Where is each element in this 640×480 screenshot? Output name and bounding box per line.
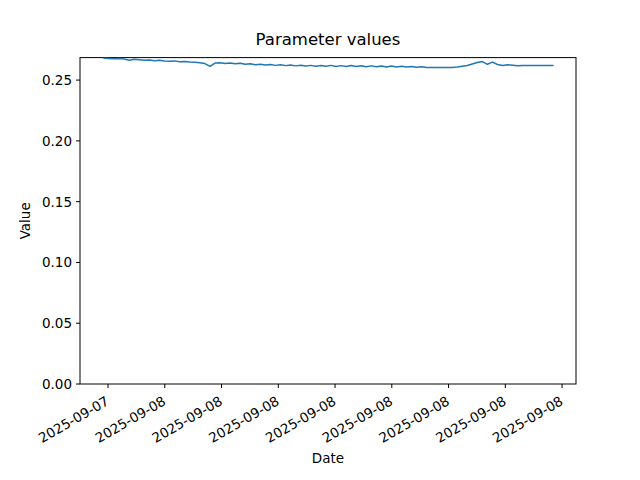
x-axis-ticks: 2025-09-072025-09-082025-09-082025-09-08… bbox=[36, 384, 566, 446]
y-axis-ticks: 0.00 0.05 0.10 0.15 0.20 0.25 bbox=[42, 72, 80, 392]
series-line bbox=[104, 58, 553, 67]
plot-area bbox=[80, 58, 576, 384]
chart-title: Parameter values bbox=[256, 30, 401, 49]
y-tick-label: 0.20 bbox=[42, 133, 72, 149]
series-group bbox=[104, 58, 553, 67]
y-axis-label: Value bbox=[17, 202, 33, 239]
y-tick-label: 0.00 bbox=[42, 376, 72, 392]
x-axis-label: Date bbox=[312, 450, 344, 466]
y-tick-label: 0.05 bbox=[42, 315, 72, 331]
line-chart: Parameter values Date Value 0.00 0.05 0.10… bbox=[0, 0, 640, 480]
figure: Parameter values Date Value 0.00 0.05 0.10… bbox=[0, 0, 640, 480]
y-tick-label: 0.10 bbox=[42, 254, 72, 270]
y-tick-label: 0.15 bbox=[42, 194, 72, 210]
y-tick-label: 0.25 bbox=[42, 72, 72, 88]
